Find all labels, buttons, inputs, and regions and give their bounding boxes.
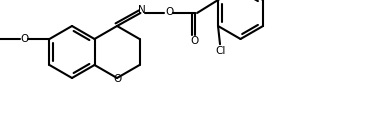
Text: O: O (20, 34, 28, 44)
Text: O: O (190, 36, 198, 46)
Text: O: O (113, 74, 121, 84)
Text: N: N (137, 5, 145, 15)
Text: O: O (165, 7, 173, 17)
Text: Cl: Cl (216, 46, 226, 56)
